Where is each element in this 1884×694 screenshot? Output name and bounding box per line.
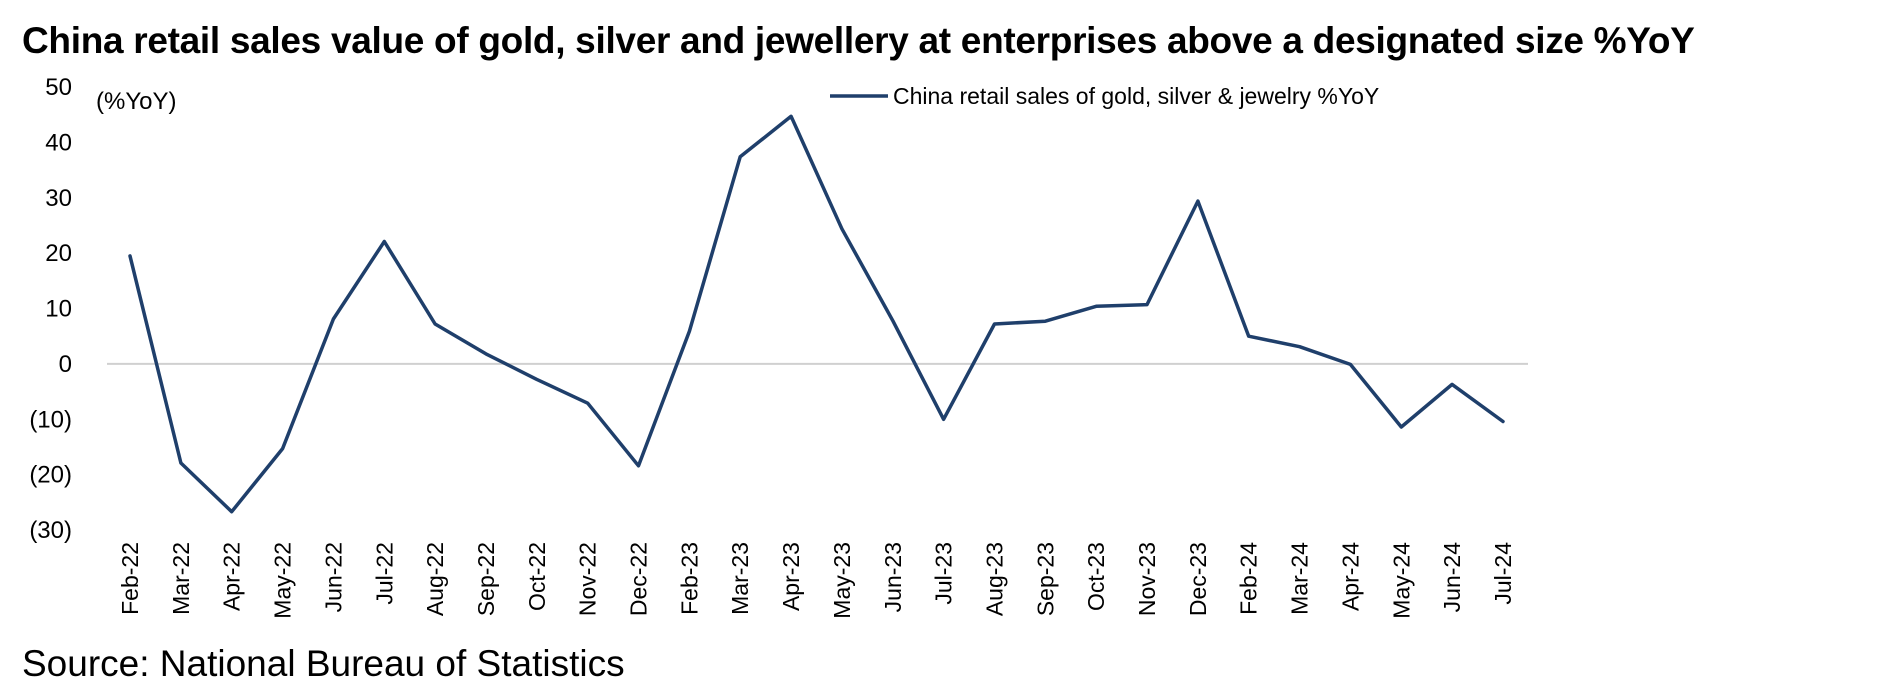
- x-tick-label: Dec-23: [1185, 542, 1211, 616]
- data-point: [1348, 362, 1352, 366]
- x-tick-label: Dec-22: [626, 542, 652, 616]
- series-line: [128, 114, 1505, 514]
- data-point: [891, 319, 895, 323]
- y-tick-label: 30: [45, 185, 72, 212]
- data-point: [230, 510, 234, 514]
- y-tick-label: 10: [45, 296, 72, 323]
- source-note: Source: National Bureau of Statistics: [22, 643, 625, 684]
- data-point: [942, 417, 946, 421]
- x-tick-label: Nov-22: [575, 542, 601, 616]
- x-tick-label: Jul-23: [931, 542, 957, 605]
- x-tick-label: Jun-22: [320, 542, 346, 612]
- x-tick-label: May-22: [270, 542, 296, 619]
- data-point: [382, 239, 386, 243]
- data-point: [1094, 304, 1098, 308]
- data-point: [484, 352, 488, 356]
- data-point: [1298, 345, 1302, 349]
- x-tick-label: Feb-23: [676, 542, 702, 615]
- data-point: [637, 464, 641, 468]
- legend-label: China retail sales of gold, silver & jew…: [893, 83, 1379, 109]
- data-point: [1450, 382, 1454, 386]
- x-tick-label: Jul-22: [371, 542, 397, 605]
- x-axis: Feb-22 Mar-22 Apr-22 May-22 Jun-22 Jul-22 Aug-…: [117, 542, 1516, 619]
- y-tick-label: 20: [45, 240, 72, 267]
- data-point: [128, 254, 132, 258]
- x-tick-label: Jun-24: [1439, 542, 1465, 613]
- x-tick-label: Feb-24: [1236, 542, 1262, 615]
- data-point: [179, 461, 183, 465]
- data-point: [331, 317, 335, 321]
- data-point: [1247, 334, 1251, 338]
- x-tick-label: Sep-22: [473, 542, 499, 616]
- data-point: [535, 377, 539, 381]
- data-point: [1399, 425, 1403, 429]
- legend: China retail sales of gold, silver & jew…: [830, 83, 1379, 109]
- data-point: [992, 322, 996, 326]
- y-tick-label: 0: [59, 351, 72, 378]
- x-tick-label: Aug-22: [422, 542, 448, 616]
- data-point: [1145, 303, 1149, 307]
- data-point: [789, 114, 793, 118]
- x-tick-label: Oct-22: [524, 542, 550, 611]
- x-tick-label: May-23: [829, 542, 855, 619]
- data-point: [1501, 419, 1505, 423]
- x-tick-label: Nov-23: [1134, 542, 1160, 616]
- y-tick-label: (10): [29, 406, 72, 433]
- x-tick-label: May-24: [1388, 542, 1414, 619]
- x-tick-label: Apr-23: [778, 542, 804, 611]
- data-point: [281, 447, 285, 451]
- y-tick-label: (20): [29, 462, 72, 489]
- x-tick-label: Apr-22: [219, 542, 245, 611]
- x-tick-label: Mar-24: [1287, 542, 1313, 615]
- x-tick-label: Mar-22: [168, 542, 194, 615]
- x-tick-label: Oct-23: [1083, 542, 1109, 611]
- data-point: [687, 329, 691, 333]
- data-point: [840, 227, 844, 231]
- y-axis-unit-label: (%YoY): [96, 88, 176, 115]
- x-tick-label: Aug-23: [981, 542, 1007, 616]
- data-point: [433, 322, 437, 326]
- data-point: [738, 155, 742, 159]
- x-tick-label: Jun-23: [880, 542, 906, 612]
- y-axis: 50 40 30 20 10 0 (10) (20) (30): [29, 74, 72, 544]
- y-tick-label: 50: [45, 74, 72, 101]
- x-tick-label: Sep-23: [1032, 542, 1058, 616]
- chart-title: China retail sales value of gold, silver…: [22, 20, 1695, 61]
- x-tick-label: Apr-24: [1337, 542, 1363, 611]
- x-tick-label: Jul-24: [1490, 542, 1516, 605]
- y-tick-label: (30): [29, 517, 72, 544]
- x-tick-label: Feb-22: [117, 542, 143, 615]
- y-tick-label: 40: [45, 129, 72, 156]
- x-tick-label: Mar-23: [727, 542, 753, 615]
- data-point: [586, 401, 590, 405]
- data-point: [1196, 199, 1200, 203]
- line-chart: 50 40 30 20 10 0 (10) (20) (30) (%YoY) Feb-22 Mar…: [29, 74, 1528, 619]
- data-point: [1043, 319, 1047, 323]
